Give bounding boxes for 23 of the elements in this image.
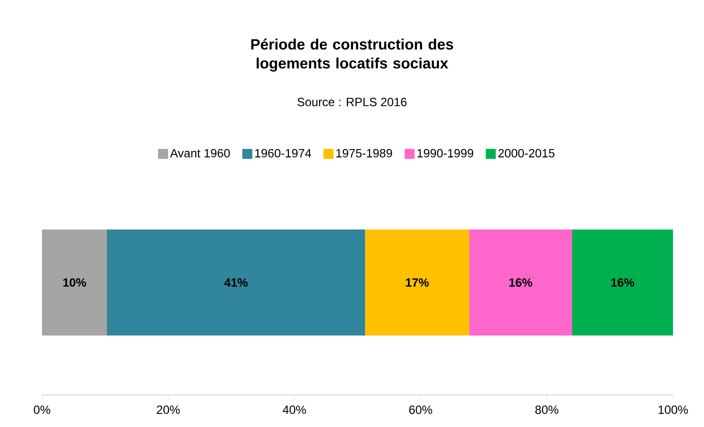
x-tick-label: 40% [282, 406, 306, 414]
data-label: 10% [63, 278, 86, 287]
x-tick-label: 0% [34, 406, 50, 414]
legend-label: 1960-1974 [255, 148, 312, 158]
bar [572, 230, 674, 336]
x-tick-label: 60% [409, 406, 432, 414]
data-label: 16% [611, 278, 634, 287]
legend-label: 1975-1989 [336, 148, 392, 158]
legend-label: 2000-2015 [498, 148, 554, 158]
x-tick-label: 80% [535, 406, 558, 414]
x-tick-label: 100% [658, 406, 688, 414]
data-label: 16% [509, 278, 532, 287]
x-tick-label: 20% [156, 406, 180, 414]
bar [365, 230, 470, 336]
data-label: 41% [224, 278, 248, 287]
data-label: 17% [406, 278, 429, 287]
legend-label: 1990-1999 [418, 148, 474, 158]
bar [469, 230, 572, 336]
chart-title: Période de construction des logements locatifs sociaux [251, 38, 454, 72]
bar [106, 230, 366, 336]
chart-subtitle: Source : RPLS 2016 [298, 98, 407, 106]
legend-label: Avant 1960 [170, 148, 230, 158]
bar [42, 230, 107, 336]
